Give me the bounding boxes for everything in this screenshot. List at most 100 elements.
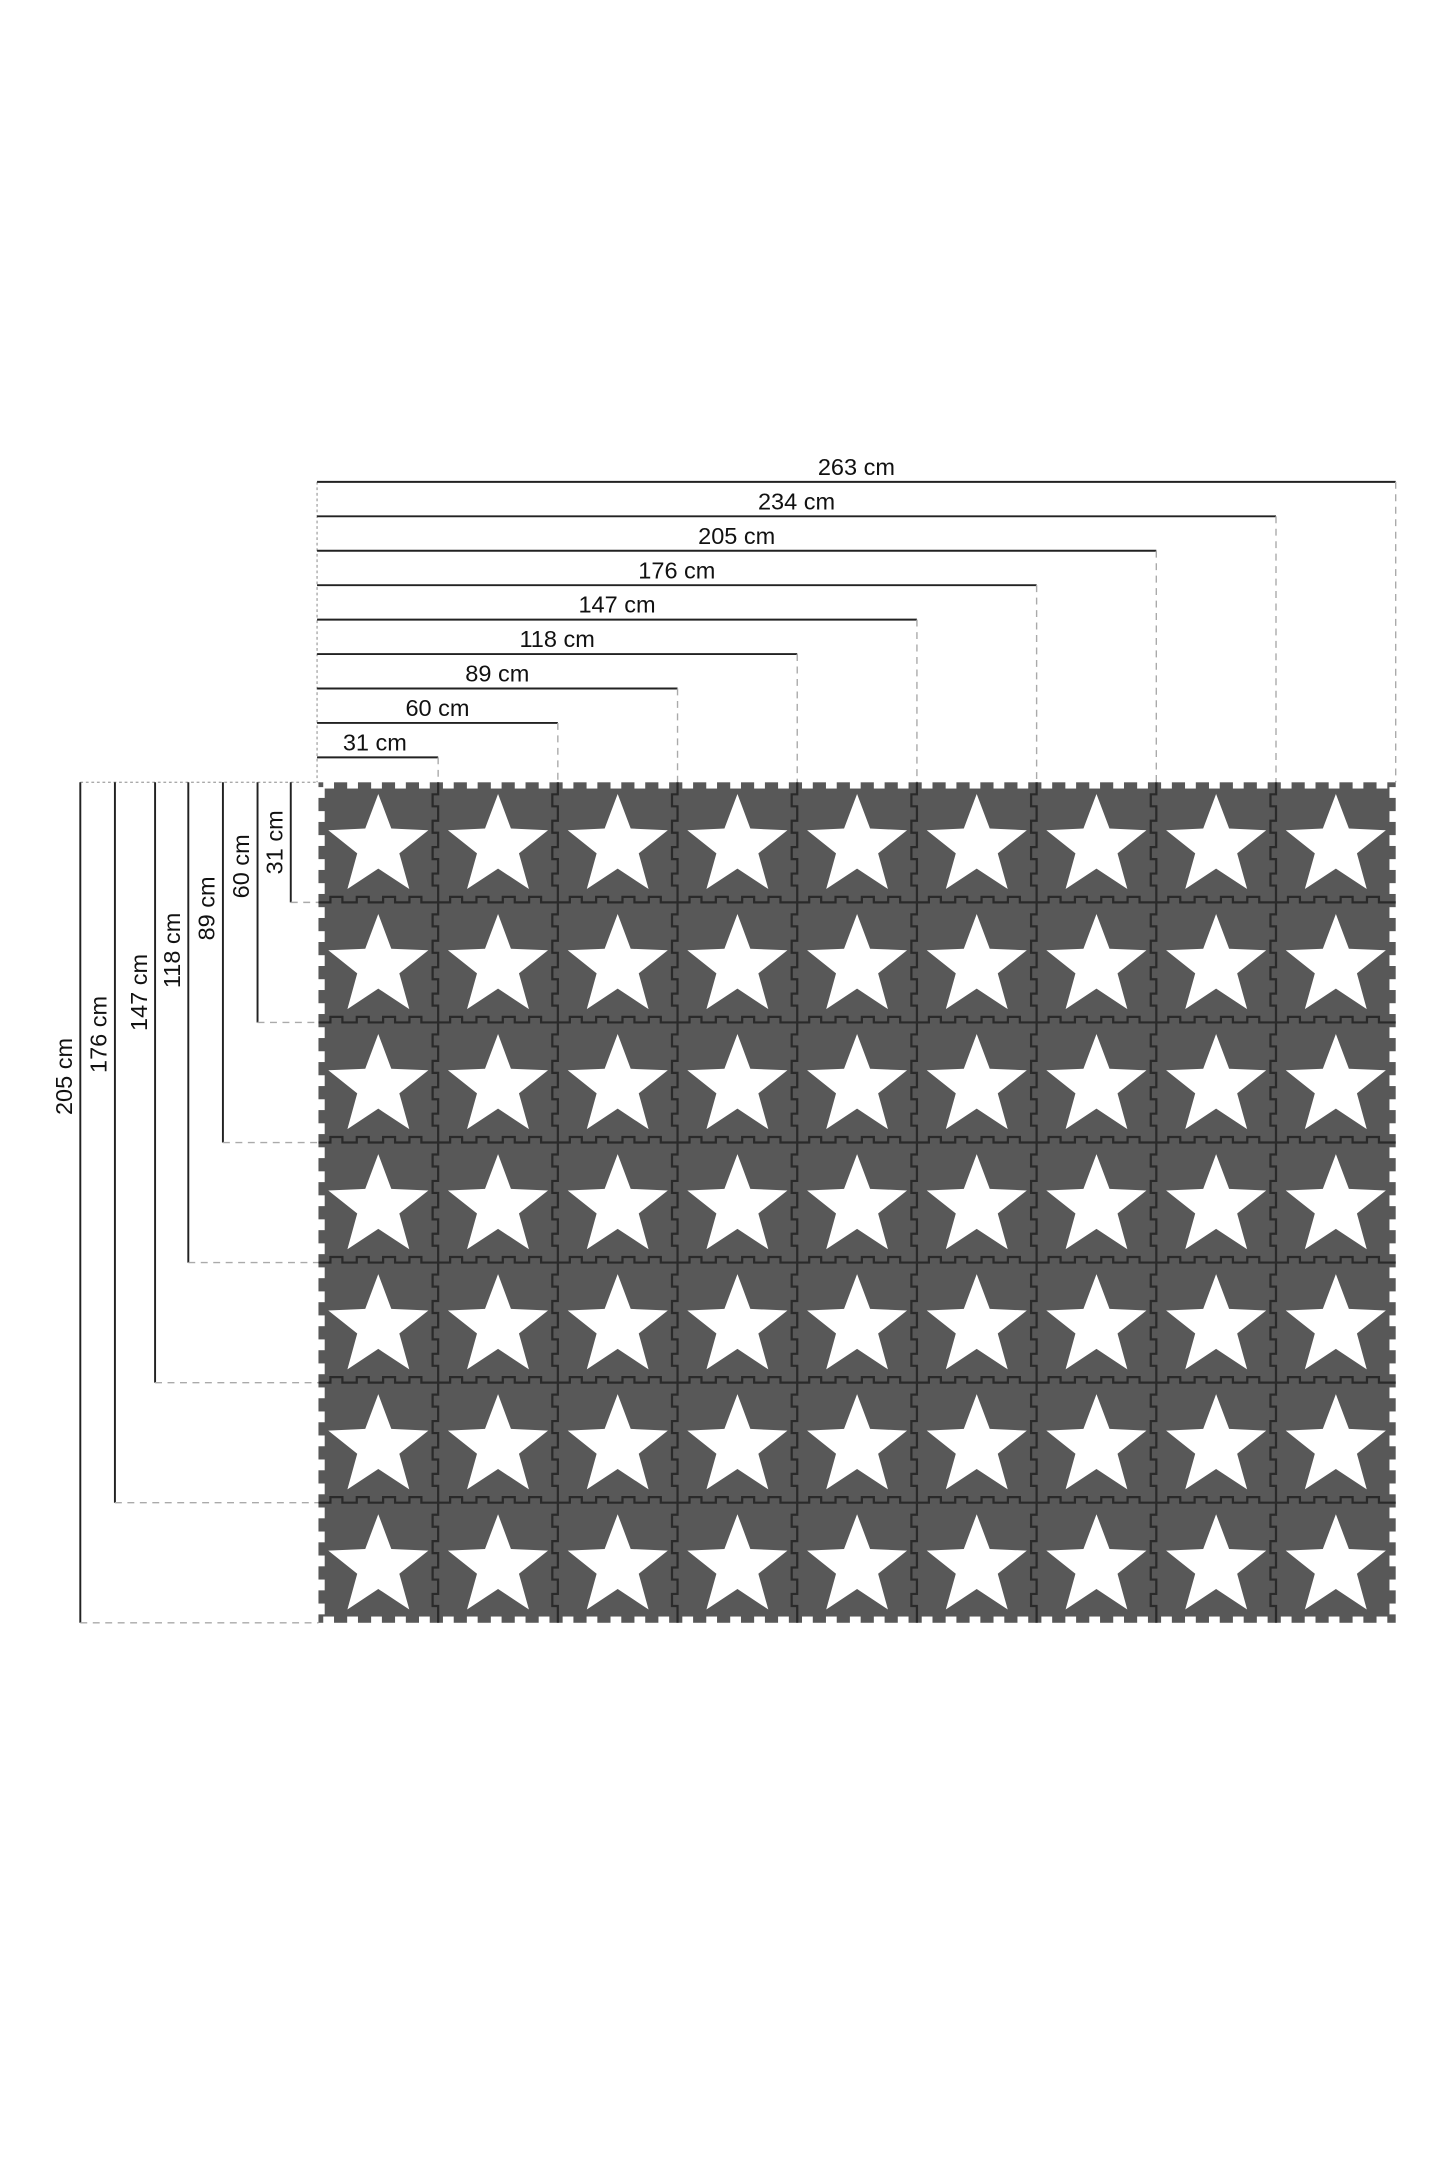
star-icon (687, 1514, 788, 1610)
edge-notch (873, 781, 885, 789)
edge-notch (825, 781, 837, 789)
edge-notch (730, 1616, 741, 1624)
edge-notch (1041, 781, 1053, 789)
edge-notch (347, 1616, 358, 1624)
star-icon (1166, 1514, 1267, 1610)
edge-notch (1232, 1616, 1244, 1624)
edge-notch (849, 781, 861, 789)
edge-notch (538, 781, 550, 789)
height-dimension-label: 118 cm (159, 913, 185, 988)
star-icon (1285, 1274, 1386, 1370)
edge-notch (1389, 1291, 1397, 1303)
width-dimension-label: 263 cm (818, 454, 895, 480)
star-icon (926, 793, 1027, 890)
star-icon (328, 1394, 429, 1490)
width-dimension-label: 60 cm (405, 695, 469, 721)
star-icon (926, 1394, 1027, 1490)
edge-notch (1113, 781, 1124, 789)
tile-seam (1149, 782, 1158, 1623)
star-icon (1046, 1034, 1147, 1130)
edge-notch (897, 781, 909, 789)
width-dimension-label: 31 cm (343, 729, 407, 755)
edge-notch (969, 781, 981, 789)
edge-notch (395, 781, 406, 789)
star-icon (328, 1154, 429, 1250)
edge-notch (1389, 1219, 1397, 1231)
edge-notch (317, 1411, 325, 1423)
edge-notch (1389, 1075, 1397, 1087)
edge-notch (1389, 1099, 1397, 1111)
edge-notch (1185, 781, 1196, 789)
edge-notch (317, 1075, 325, 1087)
star-icon (926, 1514, 1027, 1610)
edge-notch (317, 1363, 325, 1375)
edge-notch (317, 1315, 325, 1327)
edge-notch (490, 1616, 502, 1624)
edge-notch (538, 1616, 550, 1624)
star-icon (807, 1154, 908, 1250)
edge-notch (1232, 781, 1244, 789)
width-dimension-label: 176 cm (638, 557, 715, 583)
tile-seam (910, 782, 919, 1623)
edge-notch (1389, 1051, 1397, 1063)
edge-notch (1065, 1616, 1077, 1624)
tile-seam (1269, 782, 1278, 1623)
height-dimensions: 31 cm 60 cm 89 cm 118 cm 147 cm 176 cm 205 cm (51, 781, 319, 1624)
edge-notch (317, 883, 325, 894)
star-icon (807, 1034, 908, 1130)
edge-notch (1352, 781, 1364, 789)
edge-notch (1389, 1459, 1397, 1471)
star-icon (567, 1514, 668, 1610)
edge-notch (849, 1616, 861, 1624)
edge-notch (778, 781, 789, 789)
edge-notch (317, 1027, 325, 1039)
star-icon (567, 793, 668, 890)
edge-notch (1376, 1616, 1388, 1624)
star-icon (687, 1154, 788, 1250)
edge-notch (562, 781, 574, 789)
edge-notch (317, 1195, 325, 1207)
edge-notch (1304, 781, 1316, 789)
height-dimension-label: 176 cm (86, 996, 112, 1073)
edge-notch (993, 1616, 1005, 1624)
width-dimensions: 31 cm 60 cm 89 cm 118 cm 147 cm 176 cm 205 cm 2… (316, 454, 1397, 783)
width-dimension-label: 147 cm (578, 592, 655, 618)
edge-notch (802, 781, 813, 789)
edge-notch (317, 811, 325, 822)
edge-notch (317, 859, 325, 870)
edge-notch (1389, 979, 1397, 991)
edge-notch (317, 1099, 325, 1111)
star-icon (447, 913, 549, 1010)
star-icon (1166, 1034, 1267, 1130)
edge-notch (562, 1616, 574, 1624)
edge-notch (317, 1459, 325, 1471)
edge-notch (1389, 1267, 1397, 1279)
edge-notch (682, 781, 694, 789)
tile-seam (670, 782, 679, 1623)
edge-notch (317, 787, 325, 798)
edge-notch (1089, 1616, 1101, 1624)
edge-notch (419, 1616, 430, 1624)
edge-notch (317, 1123, 325, 1135)
puzzle-mat (317, 781, 1397, 1624)
star-icon (447, 1034, 549, 1130)
edge-notch (634, 781, 646, 789)
edge-notch (1328, 781, 1340, 789)
edge-notch (1089, 781, 1101, 789)
edge-notch (1389, 1507, 1397, 1519)
tile-seam (318, 895, 1396, 904)
edge-notch (442, 1616, 454, 1624)
edge-notch (706, 1616, 718, 1624)
edge-notch (1389, 883, 1397, 894)
star-icon (1166, 1394, 1267, 1490)
edge-notch (1389, 1243, 1397, 1255)
tile-seam (318, 1015, 1396, 1024)
edge-notch (1113, 1616, 1124, 1624)
edge-notch (921, 1616, 933, 1624)
edge-notch (1280, 1616, 1292, 1624)
star-icon (687, 1274, 788, 1370)
edge-notch (1389, 811, 1397, 822)
edge-notch (969, 1616, 981, 1624)
